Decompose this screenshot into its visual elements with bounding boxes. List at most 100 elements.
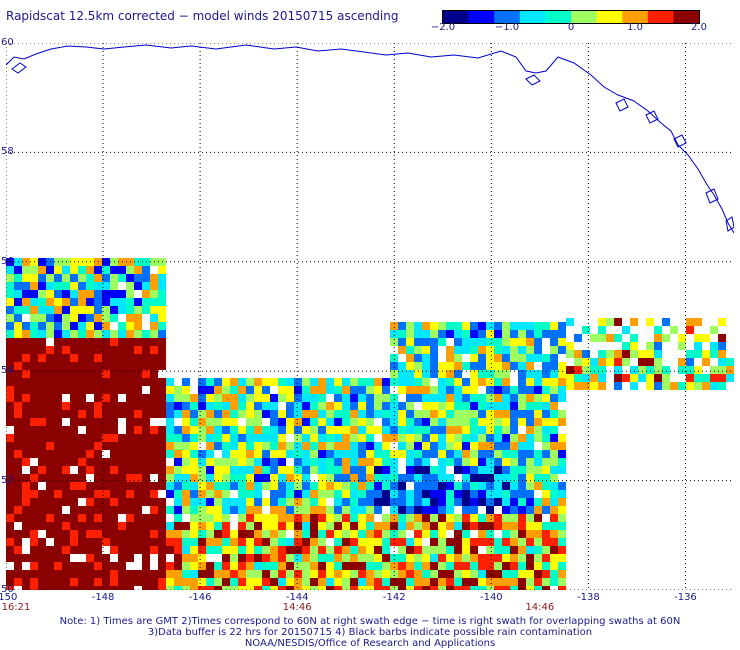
wind-cell — [398, 546, 406, 554]
wind-cell — [94, 394, 102, 402]
wind-cell — [54, 514, 62, 522]
wind-cell — [302, 378, 310, 386]
wind-cell — [254, 562, 262, 570]
wind-cell — [542, 450, 550, 458]
wind-cell — [318, 402, 326, 410]
wind-cell — [462, 426, 470, 434]
wind-cell — [502, 530, 510, 538]
wind-cell — [566, 342, 574, 350]
wind-cell — [630, 318, 638, 326]
wind-cell — [6, 482, 14, 490]
gridlines — [6, 43, 734, 590]
wind-cell — [646, 318, 654, 326]
wind-cell — [486, 410, 494, 418]
wind-cell — [422, 450, 430, 458]
wind-cell — [62, 586, 70, 590]
wind-cell — [526, 362, 534, 370]
wind-cell — [542, 362, 550, 370]
wind-cell — [126, 410, 134, 418]
wind-cell — [14, 570, 22, 578]
wind-cell — [126, 322, 134, 330]
longitude-tick-label: -142 — [382, 592, 406, 603]
wind-cell — [30, 482, 38, 490]
wind-cell — [246, 426, 254, 434]
wind-cell — [134, 490, 142, 498]
wind-cell — [190, 522, 198, 530]
wind-cell — [54, 538, 62, 546]
wind-cell — [462, 434, 470, 442]
wind-cell — [390, 426, 398, 434]
wind-cell — [318, 474, 326, 482]
wind-cell — [622, 374, 630, 382]
wind-cell — [222, 506, 230, 514]
wind-cell — [78, 546, 86, 554]
wind-cell — [142, 442, 150, 450]
wind-cell — [78, 306, 86, 314]
wind-cell — [166, 442, 174, 450]
wind-cell — [6, 394, 14, 402]
wind-cell — [158, 330, 166, 338]
wind-cell — [430, 522, 438, 530]
wind-cell — [78, 578, 86, 586]
wind-cell — [310, 426, 318, 434]
wind-cell — [46, 554, 54, 562]
wind-cell — [294, 522, 302, 530]
wind-cell — [486, 474, 494, 482]
wind-cell — [86, 546, 94, 554]
wind-cell — [302, 530, 310, 538]
wind-cell — [22, 410, 30, 418]
wind-cell — [342, 442, 350, 450]
wind-cell — [326, 426, 334, 434]
wind-cell — [126, 282, 134, 290]
coastline — [6, 44, 734, 234]
wind-cell — [14, 458, 22, 466]
latitude-tick-label: 60 — [1, 37, 14, 48]
wind-cell — [406, 562, 414, 570]
wind-cell — [206, 482, 214, 490]
wind-cell — [158, 346, 166, 354]
wind-cell — [134, 570, 142, 578]
wind-cell — [358, 426, 366, 434]
wind-cell — [294, 490, 302, 498]
wind-cell — [174, 530, 182, 538]
wind-cell — [14, 474, 22, 482]
wind-cell — [654, 350, 662, 358]
wind-cell — [22, 490, 30, 498]
wind-cell — [198, 482, 206, 490]
wind-cell — [390, 362, 398, 370]
wind-cell — [454, 378, 462, 386]
wind-cell — [502, 466, 510, 474]
wind-cell — [550, 346, 558, 354]
wind-cell — [110, 514, 118, 522]
wind-cell — [166, 562, 174, 570]
wind-cell — [406, 434, 414, 442]
wind-cell — [486, 346, 494, 354]
wind-cell — [70, 482, 78, 490]
wind-cell — [286, 418, 294, 426]
wind-cell — [22, 434, 30, 442]
wind-cell — [158, 298, 166, 306]
wind-cell — [630, 374, 638, 382]
wind-cell — [38, 498, 46, 506]
wind-cell — [238, 402, 246, 410]
wind-cell — [310, 418, 318, 426]
wind-cell — [302, 570, 310, 578]
colorbar-label: −1.0 — [494, 22, 520, 33]
wind-cell — [62, 562, 70, 570]
wind-cell — [478, 426, 486, 434]
wind-cell — [158, 578, 166, 586]
wind-cell — [118, 530, 126, 538]
wind-cell — [598, 326, 606, 334]
wind-cell — [318, 578, 326, 586]
wind-cell — [558, 362, 566, 370]
wind-cell — [494, 586, 502, 590]
wind-cell — [454, 426, 462, 434]
wind-cell — [38, 282, 46, 290]
wind-cell — [502, 362, 510, 370]
wind-cell — [350, 450, 358, 458]
longitude-tick-label: -136 — [674, 592, 697, 603]
wind-cell — [174, 442, 182, 450]
wind-cell — [390, 434, 398, 442]
wind-cell — [102, 474, 110, 482]
wind-cell — [14, 442, 22, 450]
